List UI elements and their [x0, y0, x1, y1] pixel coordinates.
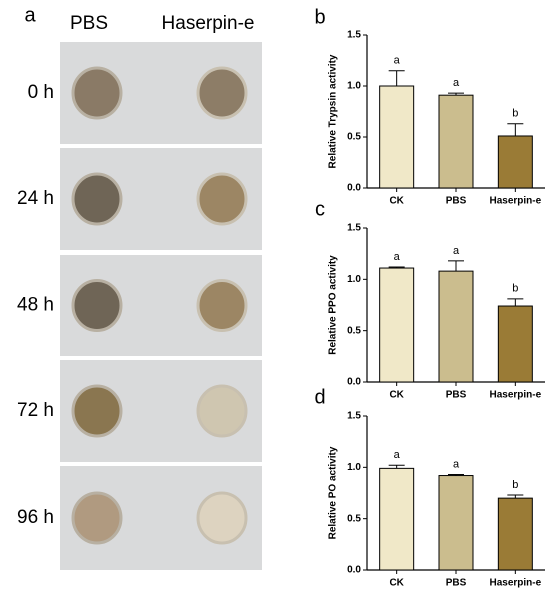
x-tick-label: PBS [446, 390, 467, 401]
column-label: Haserpin-e [162, 13, 255, 34]
column-label: PBS [70, 13, 108, 34]
bar [438, 475, 474, 571]
sample-spot [196, 279, 248, 332]
significance-label: a [394, 449, 401, 461]
sample-spot [71, 279, 123, 332]
y-tick-label: 0.0 [347, 565, 361, 576]
sample-spot [196, 172, 248, 226]
time-label: 72 h [17, 400, 54, 421]
y-tick-label: 1.0 [347, 274, 361, 285]
sample-spot [71, 66, 123, 120]
y-tick-label: 1.0 [347, 462, 361, 473]
time-label: 24 h [17, 188, 54, 209]
x-tick-label: Haserpin-e [489, 390, 541, 401]
y-tick-label: 0.5 [347, 132, 361, 143]
panel-label: c [315, 198, 325, 220]
x-tick-label: CK [389, 578, 404, 589]
x-tick-label: CK [389, 196, 404, 207]
y-axis-label: Relative PO activity [328, 446, 339, 539]
time-label: 48 h [17, 295, 54, 316]
y-tick-label: 1.5 [347, 223, 361, 234]
y-tick-label: 1.5 [347, 411, 361, 422]
bar [438, 94, 474, 189]
sample-spot [71, 172, 123, 226]
significance-label: a [453, 458, 460, 470]
y-tick-label: 1.0 [347, 81, 361, 92]
sample-spot [71, 384, 123, 438]
x-tick-label: CK [389, 390, 404, 401]
bar [379, 267, 415, 383]
y-tick-label: 0.0 [347, 377, 361, 388]
bar [379, 467, 415, 571]
time-label: 96 h [17, 507, 54, 528]
significance-label: b [512, 108, 518, 120]
y-tick-label: 0.0 [347, 183, 361, 194]
bar [497, 135, 533, 189]
y-axis-label: Relative PPO activity [328, 255, 339, 355]
panel-label: b [314, 6, 325, 28]
panel-label: a [24, 4, 36, 26]
panel-label: d [314, 386, 325, 408]
y-axis-label: Relative Trypsin activity [328, 54, 339, 168]
time-label: 0 h [28, 82, 54, 103]
y-tick-label: 0.5 [347, 513, 361, 524]
bar [497, 497, 533, 571]
sample-spot [196, 384, 248, 438]
significance-label: a [453, 77, 460, 89]
y-tick-label: 0.5 [347, 325, 361, 336]
sample-spot [196, 66, 248, 120]
significance-label: b [512, 283, 518, 295]
x-tick-label: Haserpin-e [489, 196, 541, 207]
bar [497, 305, 533, 383]
significance-label: a [394, 251, 401, 263]
significance-label: b [512, 479, 518, 491]
x-tick-label: PBS [446, 196, 467, 207]
sample-spot [196, 491, 248, 545]
x-tick-label: PBS [446, 578, 467, 589]
bar [438, 270, 474, 383]
significance-label: a [394, 55, 401, 67]
significance-label: a [453, 245, 460, 257]
sample-spot [71, 491, 123, 545]
bar [379, 85, 415, 189]
y-tick-label: 1.5 [347, 30, 361, 41]
x-tick-label: Haserpin-e [489, 578, 541, 589]
